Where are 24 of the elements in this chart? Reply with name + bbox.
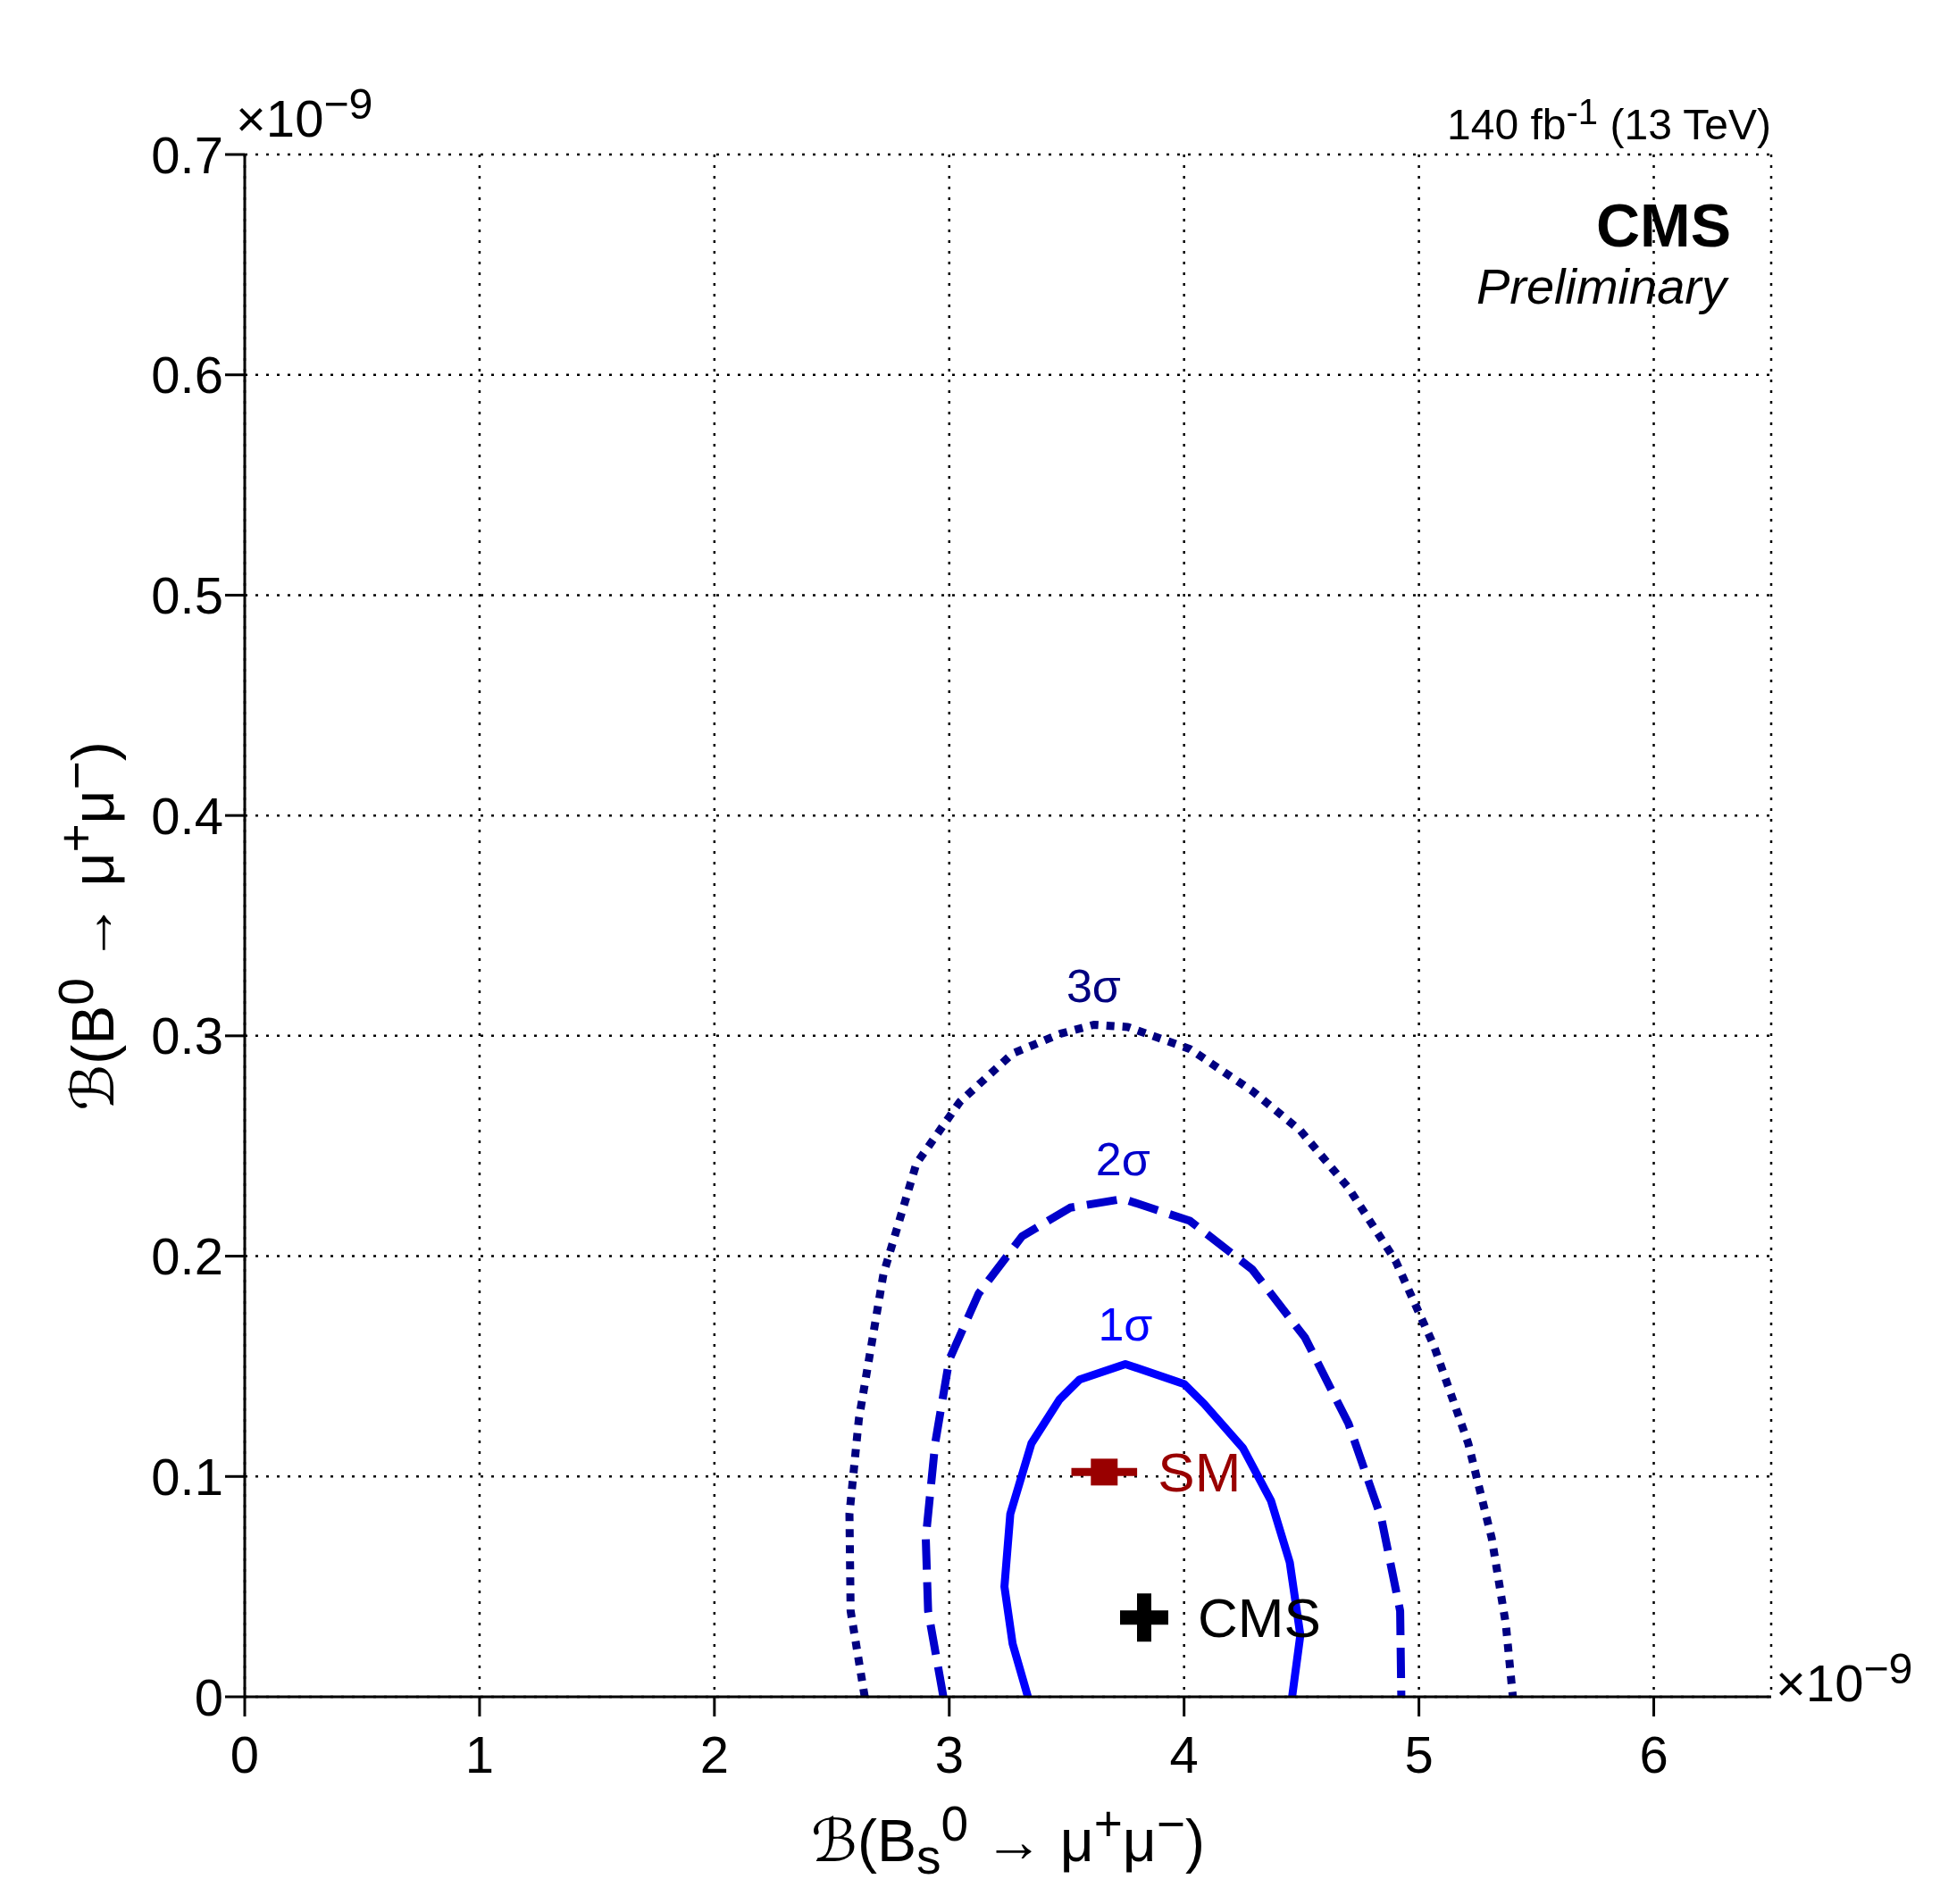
annotation: CMS: [1595, 191, 1731, 259]
y-tick-label: 0.2: [151, 1227, 223, 1286]
x-tick-label: 5: [1404, 1725, 1434, 1784]
y-tick-label: 0.6: [151, 346, 223, 405]
x-axis-title: ℬ(B$_{s}$$^{0}$ → μ$^{+}$μ$^{−}$): [811, 1796, 1205, 1885]
y-tick-label: 0.3: [151, 1006, 223, 1065]
x-tick-label: 1: [464, 1725, 495, 1784]
series-label: 2σ: [1095, 1133, 1150, 1186]
series-label: 1σ: [1098, 1299, 1153, 1351]
x-tick-label: 3: [934, 1725, 964, 1784]
series-label: SM: [1158, 1441, 1242, 1504]
y-tick-label: 0.1: [151, 1447, 223, 1506]
series-label: 3σ: [1066, 959, 1121, 1012]
x-tick-label: 0: [230, 1725, 260, 1784]
y-tick-label: 0.5: [151, 566, 223, 625]
x-tick-label: 6: [1639, 1725, 1668, 1784]
text: ×10$^{−9}$: [1776, 1644, 1913, 1713]
y-tick-label: 0.4: [151, 786, 223, 845]
text: ×10$^{−9}$: [236, 79, 373, 148]
x-tick-label: 2: [699, 1725, 729, 1784]
x-tick-label: 4: [1169, 1725, 1199, 1784]
y-tick-label: 0.7: [151, 125, 223, 184]
y-tick-label: 0: [194, 1667, 223, 1726]
text: 140 fb$^{-1}$ (13 TeV): [1447, 92, 1771, 148]
